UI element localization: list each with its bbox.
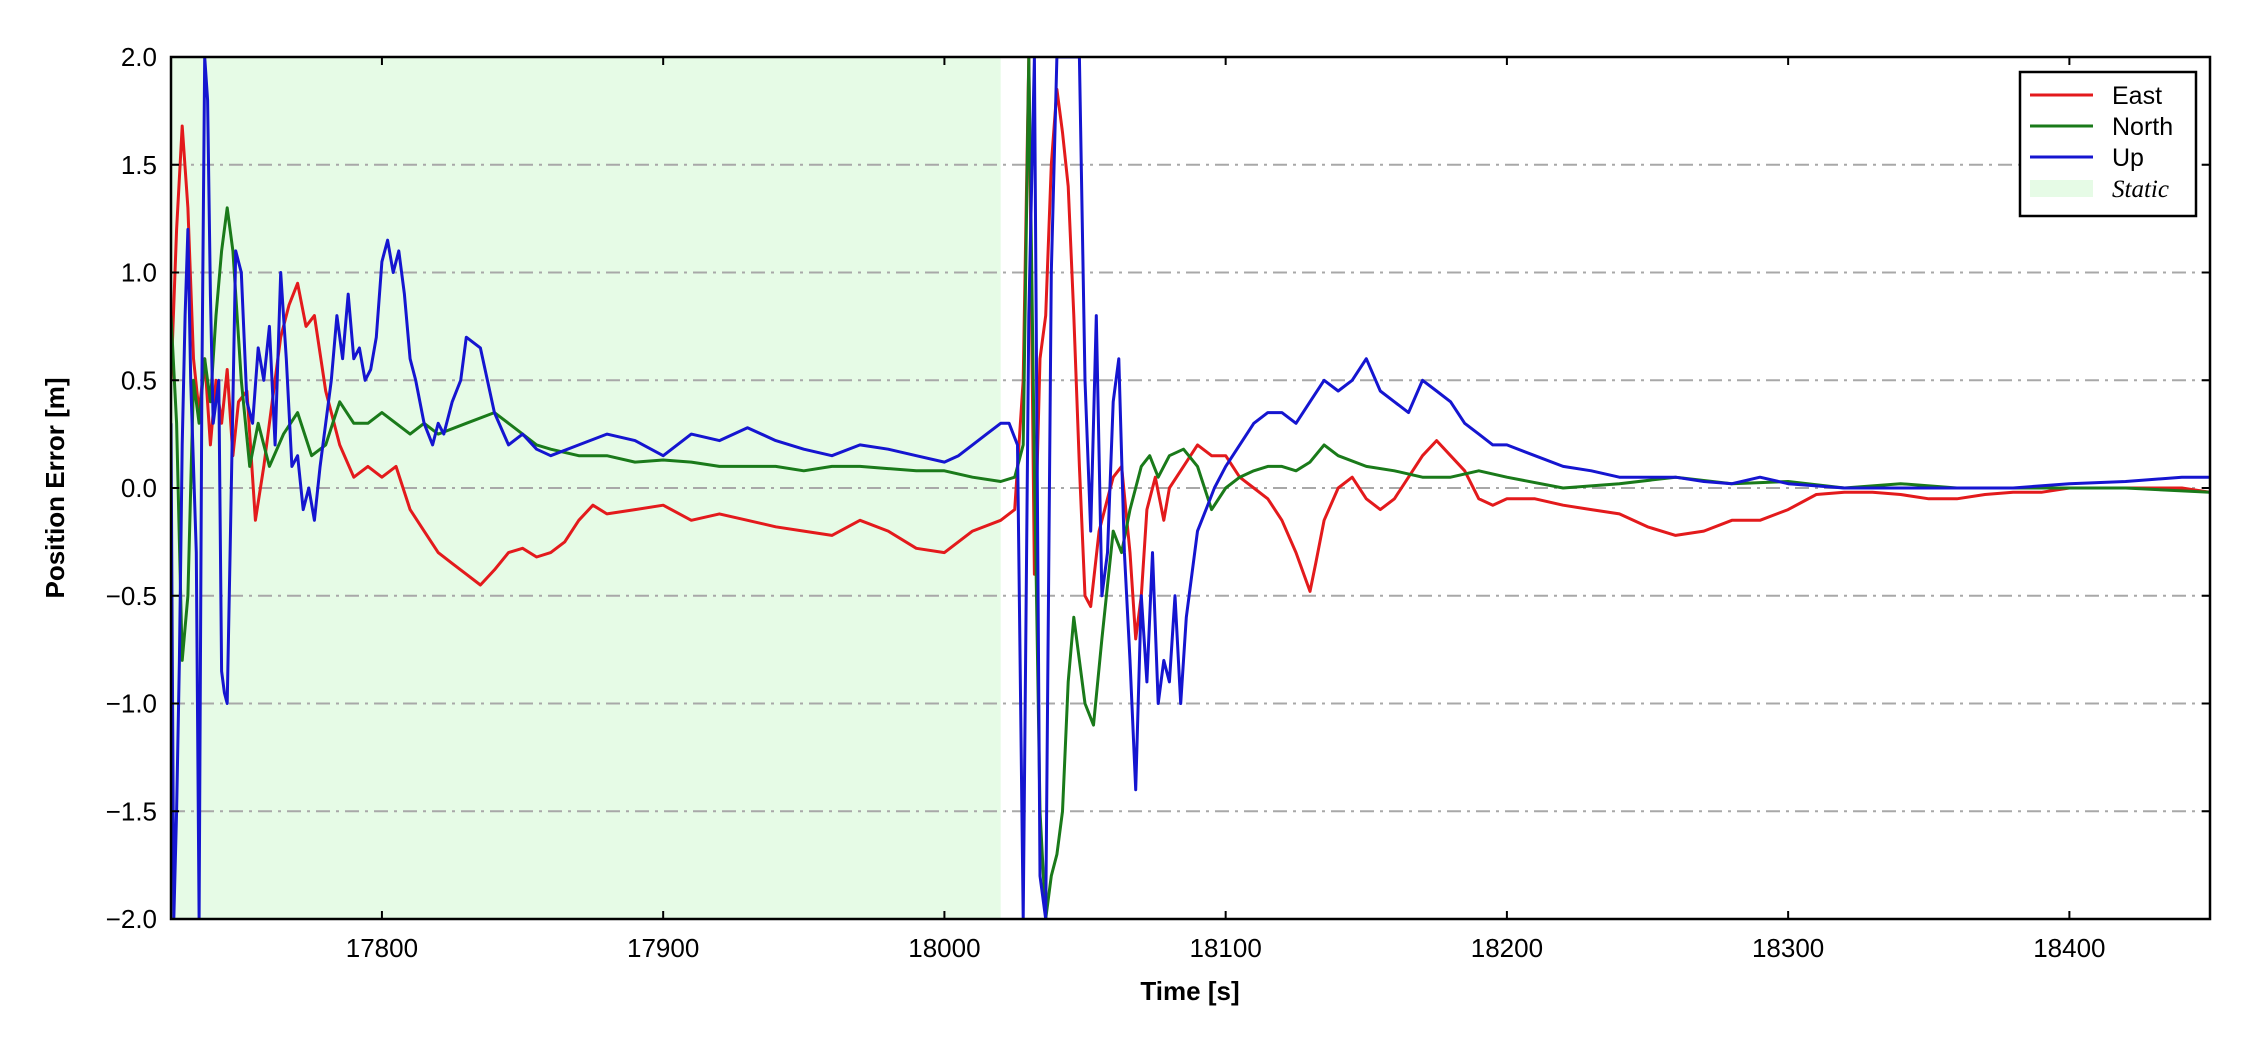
y-tick-label: −1.5 — [106, 796, 157, 826]
x-tick-label: 18000 — [908, 933, 980, 963]
y-tick-label: −0.5 — [106, 581, 157, 611]
x-tick-label: 17800 — [346, 933, 418, 963]
legend-label-static: Static — [2112, 176, 2169, 203]
y-tick-label: 0.0 — [121, 473, 157, 503]
y-axis-title: Position Error [m] — [40, 377, 70, 598]
series-line-east — [171, 57, 2210, 641]
x-tick-label: 18400 — [2033, 933, 2105, 963]
y-tick-label: −1.0 — [106, 689, 157, 719]
x-tick-label: 18100 — [1189, 933, 1261, 963]
x-tick-label: 18300 — [1752, 933, 1824, 963]
y-tick-label: 1.0 — [121, 258, 157, 288]
x-tick-label: 18200 — [1471, 933, 1543, 963]
y-tick-label: −2.0 — [106, 904, 157, 934]
y-tick-label: 2.0 — [121, 42, 157, 72]
legend: East North Up Static — [2018, 70, 2198, 218]
x-axis-title: Time [s] — [1140, 976, 1239, 1006]
y-tick-label: 0.5 — [121, 365, 157, 395]
legend-swatch-static — [2030, 180, 2093, 197]
y-tick-label: 1.5 — [121, 150, 157, 180]
series-line-up — [171, 57, 2210, 919]
legend-label-east: East — [2112, 82, 2162, 110]
legend-label-up: Up — [2112, 144, 2144, 172]
legend-label-north: North — [2112, 113, 2173, 141]
x-tick-label: 17900 — [627, 933, 699, 963]
